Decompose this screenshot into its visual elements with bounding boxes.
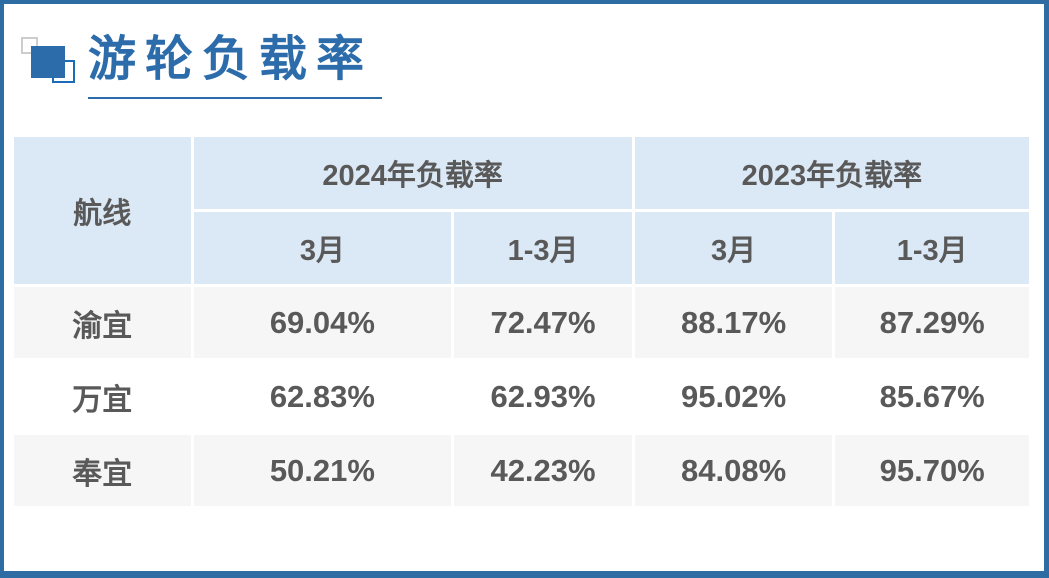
value-cell: 84.08%	[634, 435, 833, 506]
route-label: 万宜	[14, 361, 191, 432]
col-header-2023-jan-mar: 1-3月	[835, 212, 1029, 284]
table-row-yuyi: 渝宜 69.04% 72.47% 88.17% 87.29%	[14, 287, 1029, 358]
col-header-2024-mar: 3月	[193, 212, 452, 284]
group-header-2023: 2023年负载率	[634, 137, 1029, 209]
route-label: 奉宜	[14, 435, 191, 506]
title-underline	[88, 97, 382, 99]
value-cell: 50.21%	[193, 435, 452, 506]
value-cell: 88.17%	[634, 287, 833, 358]
load-rate-table: 航线 2024年负载率 2023年负载率 3月 1-3月 3月 1-3月 渝宜 …	[11, 134, 1032, 509]
sub-header-row: 3月 1-3月 3月 1-3月	[14, 212, 1029, 284]
value-cell: 72.47%	[454, 287, 632, 358]
value-cell: 69.04%	[193, 287, 452, 358]
group-header-2024: 2024年负载率	[193, 137, 632, 209]
value-cell: 87.29%	[835, 287, 1029, 358]
col-header-2023-mar: 3月	[634, 212, 833, 284]
deco-square-gray	[21, 37, 38, 54]
value-cell: 85.67%	[835, 361, 1029, 432]
value-cell: 95.02%	[634, 361, 833, 432]
table-header: 航线 2024年负载率 2023年负载率 3月 1-3月 3月 1-3月	[14, 137, 1029, 284]
group-header-row: 航线 2024年负载率 2023年负载率	[14, 137, 1029, 284]
col-header-route: 航线	[14, 137, 191, 284]
deco-square-filled	[31, 46, 65, 78]
value-cell: 62.93%	[454, 361, 632, 432]
table-body: 渝宜 69.04% 72.47% 88.17% 87.29% 万宜 62.83%…	[14, 287, 1029, 506]
page-title: 游轮负载率	[88, 33, 374, 86]
col-header-2024-jan-mar: 1-3月	[454, 212, 632, 284]
table-row-fengyi: 奉宜 50.21% 42.23% 84.08% 95.70%	[14, 435, 1029, 506]
route-label: 渝宜	[14, 287, 191, 358]
value-cell: 42.23%	[454, 435, 632, 506]
table-row-wanyi: 万宜 62.83% 62.93% 95.02% 85.67%	[14, 361, 1029, 432]
value-cell: 62.83%	[193, 361, 452, 432]
value-cell: 95.70%	[835, 435, 1029, 506]
